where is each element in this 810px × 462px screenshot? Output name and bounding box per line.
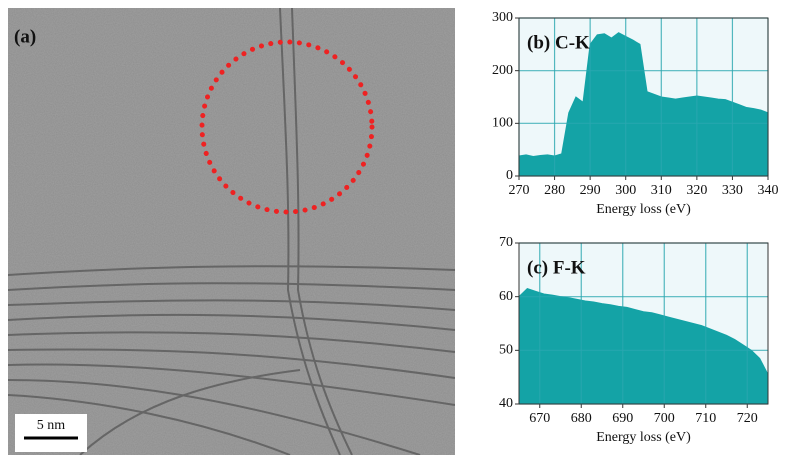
y-tick-label: 50 [499, 343, 513, 358]
x-tick-label: 330 [722, 183, 743, 198]
x-tick-label: 290 [580, 183, 601, 198]
y-tick-label: 100 [492, 116, 513, 131]
y-tick-label: 0 [506, 168, 513, 183]
x-tick-label: 270 [509, 183, 530, 198]
plot-frame [518, 17, 769, 177]
x-axis-label: Energy loss (eV) [596, 202, 691, 217]
y-tick-label: 300 [492, 10, 513, 25]
x-tick-label: 680 [571, 411, 592, 426]
y-tick-label: 200 [492, 63, 513, 78]
tem-image [8, 8, 455, 455]
panel-label: (a) [14, 26, 36, 47]
x-tick-label: 340 [758, 183, 779, 198]
scale-bar-box [15, 414, 87, 452]
y-tick-label: 40 [499, 396, 513, 411]
spectrum-area [518, 32, 769, 177]
highlight-circle [199, 39, 375, 215]
x-tick-label: 320 [686, 183, 707, 198]
x-tick-label: 300 [615, 183, 636, 198]
x-tick-label: 710 [695, 411, 716, 426]
x-tick-label: 670 [529, 411, 550, 426]
scale-bar-label: 5 nm [37, 418, 66, 433]
chart-title: (b) C-K [527, 32, 590, 53]
y-tick-label: 60 [499, 289, 513, 304]
x-tick-label: 690 [612, 411, 633, 426]
plot-frame [518, 242, 769, 405]
x-tick-label: 310 [651, 183, 672, 198]
y-tick-label: 70 [499, 235, 513, 250]
chart-title: (c) F-K [527, 257, 586, 278]
x-tick-label: 280 [544, 183, 565, 198]
x-axis-label: Energy loss (eV) [596, 430, 691, 445]
x-tick-label: 700 [654, 411, 675, 426]
x-tick-label: 720 [737, 411, 758, 426]
